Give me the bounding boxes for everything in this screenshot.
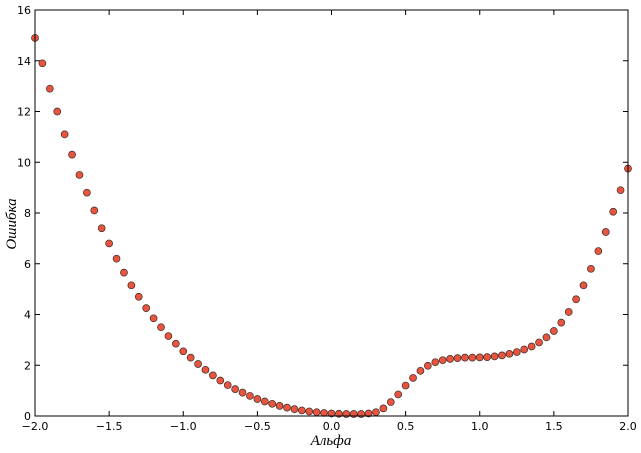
point <box>275 402 284 410</box>
point <box>453 354 462 362</box>
point <box>305 407 314 416</box>
point <box>142 304 151 313</box>
point <box>231 385 239 393</box>
point <box>83 188 91 197</box>
point <box>446 355 454 363</box>
point <box>601 228 610 236</box>
point <box>594 247 603 255</box>
point <box>564 308 573 316</box>
point <box>609 207 618 216</box>
point <box>438 356 447 365</box>
y-tick-label: 10 <box>17 156 31 169</box>
x-tick-label: 2.0 <box>619 420 637 433</box>
x-tick-label: −0.5 <box>244 420 271 433</box>
y-tick-label: 4 <box>24 309 31 322</box>
point <box>246 392 254 400</box>
point <box>520 345 529 354</box>
point <box>587 264 595 273</box>
point <box>120 268 128 277</box>
point <box>60 130 69 139</box>
point <box>260 397 269 406</box>
point <box>550 327 558 335</box>
x-tick-label: −1.5 <box>96 420 123 433</box>
point <box>238 388 247 397</box>
point <box>335 409 343 418</box>
point <box>468 353 477 362</box>
point <box>557 318 566 327</box>
point <box>616 186 625 195</box>
point <box>394 390 403 399</box>
point <box>475 353 484 362</box>
point <box>572 295 580 304</box>
point <box>505 349 514 358</box>
point <box>253 395 262 403</box>
point <box>75 171 84 179</box>
x-tick-label: −2.0 <box>22 420 49 433</box>
point <box>320 409 328 417</box>
point <box>90 206 99 215</box>
point <box>186 353 195 362</box>
x-tick-label: −1.0 <box>170 420 197 433</box>
point <box>268 399 277 408</box>
point <box>535 338 543 347</box>
point <box>209 371 217 380</box>
point <box>53 107 62 116</box>
point <box>512 348 521 356</box>
point <box>579 281 588 290</box>
point <box>490 352 499 361</box>
point <box>127 281 136 290</box>
point <box>379 404 388 413</box>
x-tick-label: 0.5 <box>397 420 415 433</box>
point <box>364 409 373 418</box>
x-tick-label: 1.0 <box>471 420 489 433</box>
point <box>424 361 432 370</box>
point <box>38 59 47 68</box>
y-tick-label: 8 <box>24 207 31 220</box>
y-tick-label: 16 <box>17 4 31 17</box>
x-tick-label: 1.5 <box>545 420 563 433</box>
point <box>290 405 299 413</box>
point <box>223 381 232 389</box>
point <box>298 406 306 415</box>
point <box>327 409 336 418</box>
point <box>527 342 536 351</box>
y-tick-label: 12 <box>17 106 31 119</box>
y-axis-label: Ошибка <box>4 198 20 249</box>
point <box>112 254 121 263</box>
point <box>164 332 173 340</box>
plot-frame <box>34 9 629 417</box>
point <box>372 408 380 417</box>
point <box>179 347 188 356</box>
x-tick-label: 0.0 <box>323 420 341 433</box>
point <box>542 333 551 342</box>
point <box>171 339 180 348</box>
y-tick-label: 14 <box>17 55 31 68</box>
point <box>68 150 76 159</box>
x-axis-label: Альфа <box>310 433 352 449</box>
point <box>483 353 492 361</box>
y-tick-label: 0 <box>24 410 31 423</box>
point <box>461 353 469 362</box>
point <box>97 224 106 233</box>
point <box>498 351 506 360</box>
point <box>283 403 291 412</box>
point <box>149 314 158 323</box>
point <box>45 84 54 93</box>
point <box>416 366 425 375</box>
point <box>216 376 225 385</box>
point <box>105 239 113 248</box>
point <box>312 408 321 417</box>
point <box>134 292 143 301</box>
point <box>409 374 417 382</box>
point <box>401 381 410 390</box>
point <box>194 360 202 368</box>
point <box>431 358 440 367</box>
point <box>386 398 395 406</box>
point <box>157 323 165 332</box>
y-tick-label: 2 <box>24 359 31 372</box>
y-tick-label: 6 <box>24 258 31 271</box>
point <box>201 365 210 374</box>
